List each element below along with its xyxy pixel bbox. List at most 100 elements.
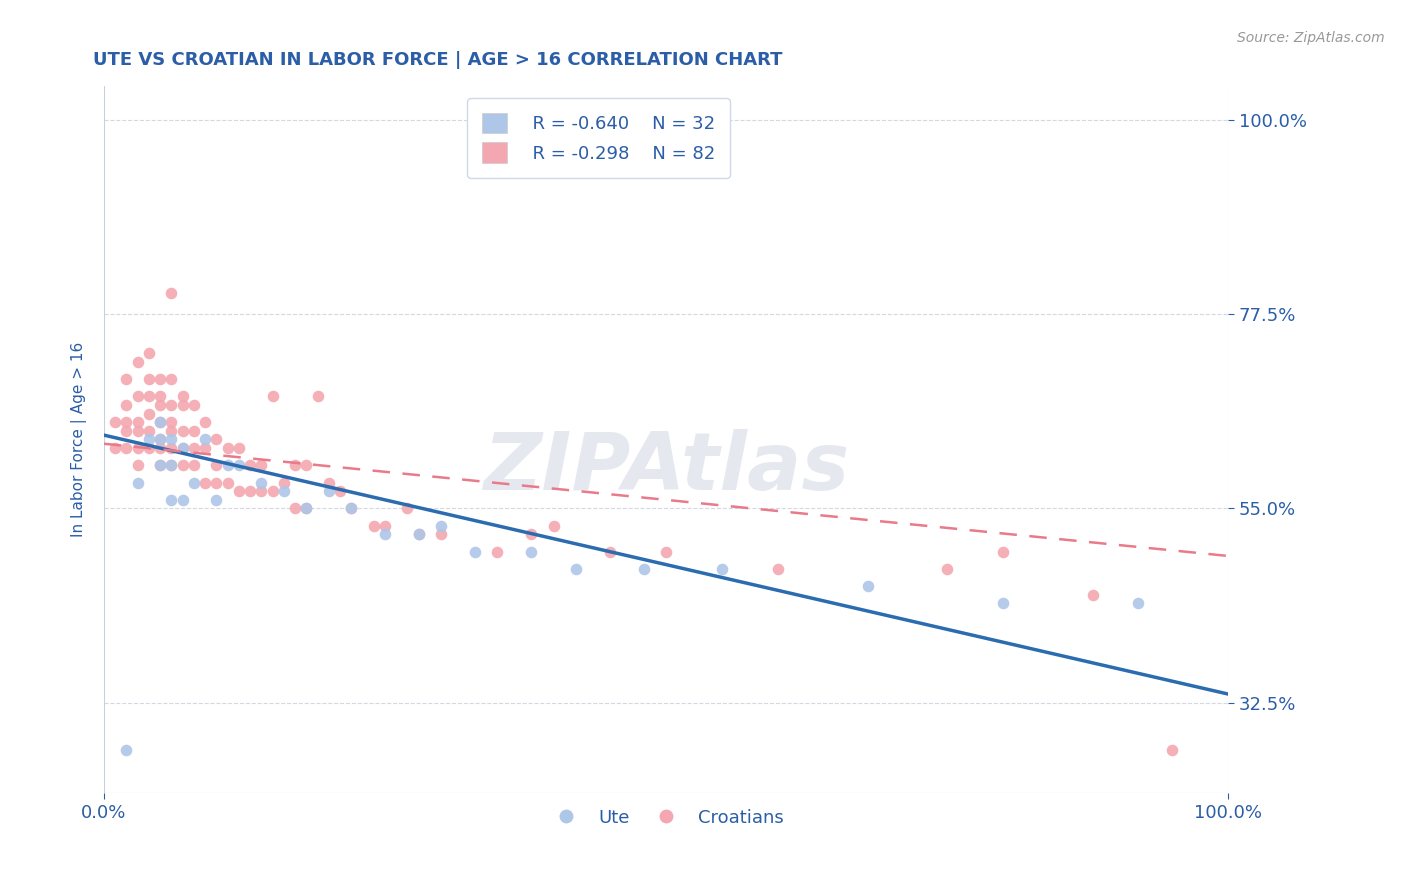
Point xyxy=(599,544,621,558)
Point xyxy=(115,398,138,412)
Point xyxy=(149,415,172,429)
Point xyxy=(633,562,655,576)
Point xyxy=(160,415,183,429)
Point xyxy=(430,518,453,533)
Point xyxy=(284,501,307,516)
Point xyxy=(172,389,194,403)
Point xyxy=(104,441,127,455)
Point xyxy=(340,501,363,516)
Point xyxy=(138,441,160,455)
Point xyxy=(318,475,340,490)
Legend: Ute, Croatians: Ute, Croatians xyxy=(541,801,792,834)
Point xyxy=(127,415,149,429)
Point xyxy=(329,484,352,499)
Point xyxy=(408,527,430,541)
Point xyxy=(160,433,183,447)
Point xyxy=(239,458,262,473)
Point xyxy=(172,398,194,412)
Point xyxy=(250,484,273,499)
Point xyxy=(183,458,205,473)
Point xyxy=(194,475,217,490)
Point xyxy=(115,424,138,438)
Point xyxy=(858,579,880,593)
Point xyxy=(149,441,172,455)
Point xyxy=(138,372,160,386)
Point xyxy=(160,424,183,438)
Point xyxy=(183,441,205,455)
Point xyxy=(149,458,172,473)
Point xyxy=(340,501,363,516)
Point xyxy=(160,458,183,473)
Point xyxy=(228,484,250,499)
Point xyxy=(172,492,194,507)
Point xyxy=(149,415,172,429)
Point xyxy=(205,458,228,473)
Point xyxy=(1161,743,1184,757)
Point xyxy=(127,355,149,369)
Point xyxy=(250,458,273,473)
Point xyxy=(396,501,419,516)
Point xyxy=(520,527,543,541)
Point xyxy=(149,433,172,447)
Point xyxy=(295,501,318,516)
Point xyxy=(194,415,217,429)
Point xyxy=(160,492,183,507)
Point xyxy=(565,562,588,576)
Point xyxy=(993,597,1015,611)
Point xyxy=(172,441,194,455)
Point xyxy=(183,398,205,412)
Point xyxy=(993,544,1015,558)
Point xyxy=(172,441,194,455)
Point xyxy=(138,407,160,421)
Point xyxy=(363,518,385,533)
Point xyxy=(183,424,205,438)
Point xyxy=(295,458,318,473)
Text: Source: ZipAtlas.com: Source: ZipAtlas.com xyxy=(1237,31,1385,45)
Point xyxy=(115,372,138,386)
Point xyxy=(464,544,486,558)
Point xyxy=(273,484,295,499)
Point xyxy=(205,475,228,490)
Point xyxy=(1128,597,1150,611)
Point xyxy=(104,415,127,429)
Point xyxy=(262,389,284,403)
Point xyxy=(127,475,149,490)
Point xyxy=(430,527,453,541)
Point xyxy=(138,433,160,447)
Point xyxy=(936,562,959,576)
Point xyxy=(172,424,194,438)
Text: UTE VS CROATIAN IN LABOR FORCE | AGE > 16 CORRELATION CHART: UTE VS CROATIAN IN LABOR FORCE | AGE > 1… xyxy=(93,51,782,69)
Point xyxy=(284,458,307,473)
Point xyxy=(239,484,262,499)
Point xyxy=(183,475,205,490)
Point xyxy=(127,424,149,438)
Point xyxy=(160,398,183,412)
Point xyxy=(149,398,172,412)
Point xyxy=(194,433,217,447)
Point xyxy=(217,458,239,473)
Point xyxy=(149,458,172,473)
Point xyxy=(160,458,183,473)
Point xyxy=(138,424,160,438)
Text: ZIPAtlas: ZIPAtlas xyxy=(482,429,849,507)
Point xyxy=(262,484,284,499)
Point xyxy=(543,518,565,533)
Point xyxy=(149,433,172,447)
Point xyxy=(115,743,138,757)
Point xyxy=(1083,588,1105,602)
Point xyxy=(149,372,172,386)
Point xyxy=(172,458,194,473)
Point xyxy=(711,562,734,576)
Point xyxy=(408,527,430,541)
Point xyxy=(273,475,295,490)
Point xyxy=(160,441,183,455)
Point xyxy=(374,527,396,541)
Point xyxy=(138,389,160,403)
Point xyxy=(160,285,183,300)
Point xyxy=(655,544,678,558)
Point xyxy=(520,544,543,558)
Y-axis label: In Labor Force | Age > 16: In Labor Force | Age > 16 xyxy=(72,342,87,537)
Point xyxy=(160,372,183,386)
Point xyxy=(768,562,790,576)
Point xyxy=(250,475,273,490)
